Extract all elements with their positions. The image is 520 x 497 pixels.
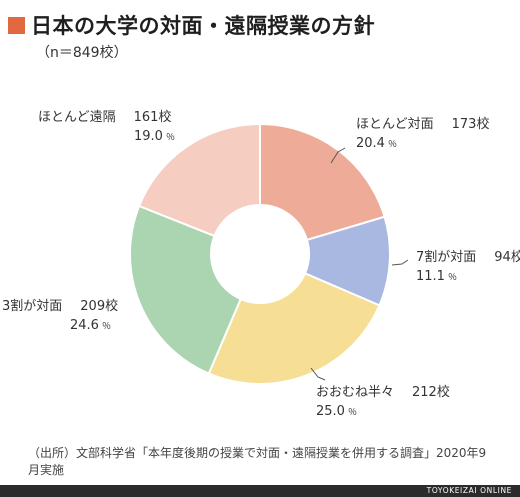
title-marker	[8, 16, 25, 34]
leader-line	[310, 367, 326, 381]
footer-brand: TOYOKEIZAI ONLINE	[426, 486, 512, 495]
slice-half-and-half	[207, 272, 381, 385]
slice-30pct-in-person	[129, 204, 243, 375]
slice-label-1: 7割が対面 94校 11.1 ％	[416, 248, 520, 288]
leader-line	[391, 259, 409, 266]
leader-line	[330, 147, 346, 164]
percent-unit: ％	[165, 133, 175, 143]
percent-label: 20.4	[356, 136, 385, 151]
chart-title: 日本の大学の対面・遠隔授業の方針	[31, 14, 375, 38]
count-label: 173校	[451, 117, 490, 132]
category-label: 3割が対面	[2, 299, 63, 314]
slice-label-3: 3割が対面 209校 24.6 ％	[2, 297, 118, 337]
category-label: 7割が対面	[416, 250, 477, 265]
category-label: ほとんど遠隔	[38, 110, 116, 125]
percent-label: 24.6	[70, 318, 99, 333]
percent-unit: ％	[347, 408, 357, 418]
percent-unit: ％	[101, 322, 111, 332]
footer-bar: TOYOKEIZAI ONLINE	[0, 485, 520, 497]
slice-label-0: ほとんど対面 173校 20.4 ％	[356, 115, 489, 155]
title-row: 日本の大学の対面・遠隔授業の方針	[8, 10, 375, 40]
count-label: 161校	[133, 110, 172, 125]
count-label: 94校	[494, 250, 520, 265]
chart-subtitle: （n＝849校）	[36, 45, 128, 61]
slice-label-2: おおむね半々 212校 25.0 ％	[316, 383, 450, 423]
count-label: 212校	[412, 385, 450, 400]
source-note: （出所）文部科学省「本年度後期の授業で対面・遠隔授業を併用する調査」2020年9…	[28, 446, 487, 477]
category-label: ほとんど対面	[356, 117, 434, 132]
percent-unit: ％	[387, 140, 397, 150]
slice-mostly-remote	[137, 122, 261, 238]
count-label: 209校	[80, 299, 119, 314]
slice-label-4: ほとんど遠隔 161校 19.0 ％	[38, 108, 175, 148]
percent-label: 19.0	[134, 129, 163, 144]
slice-mostly-in-person	[259, 122, 386, 242]
percent-label: 25.0	[316, 404, 345, 419]
category-label: おおむね半々	[316, 385, 395, 400]
percent-label: 11.1	[416, 269, 445, 284]
percent-unit: ％	[447, 273, 457, 283]
